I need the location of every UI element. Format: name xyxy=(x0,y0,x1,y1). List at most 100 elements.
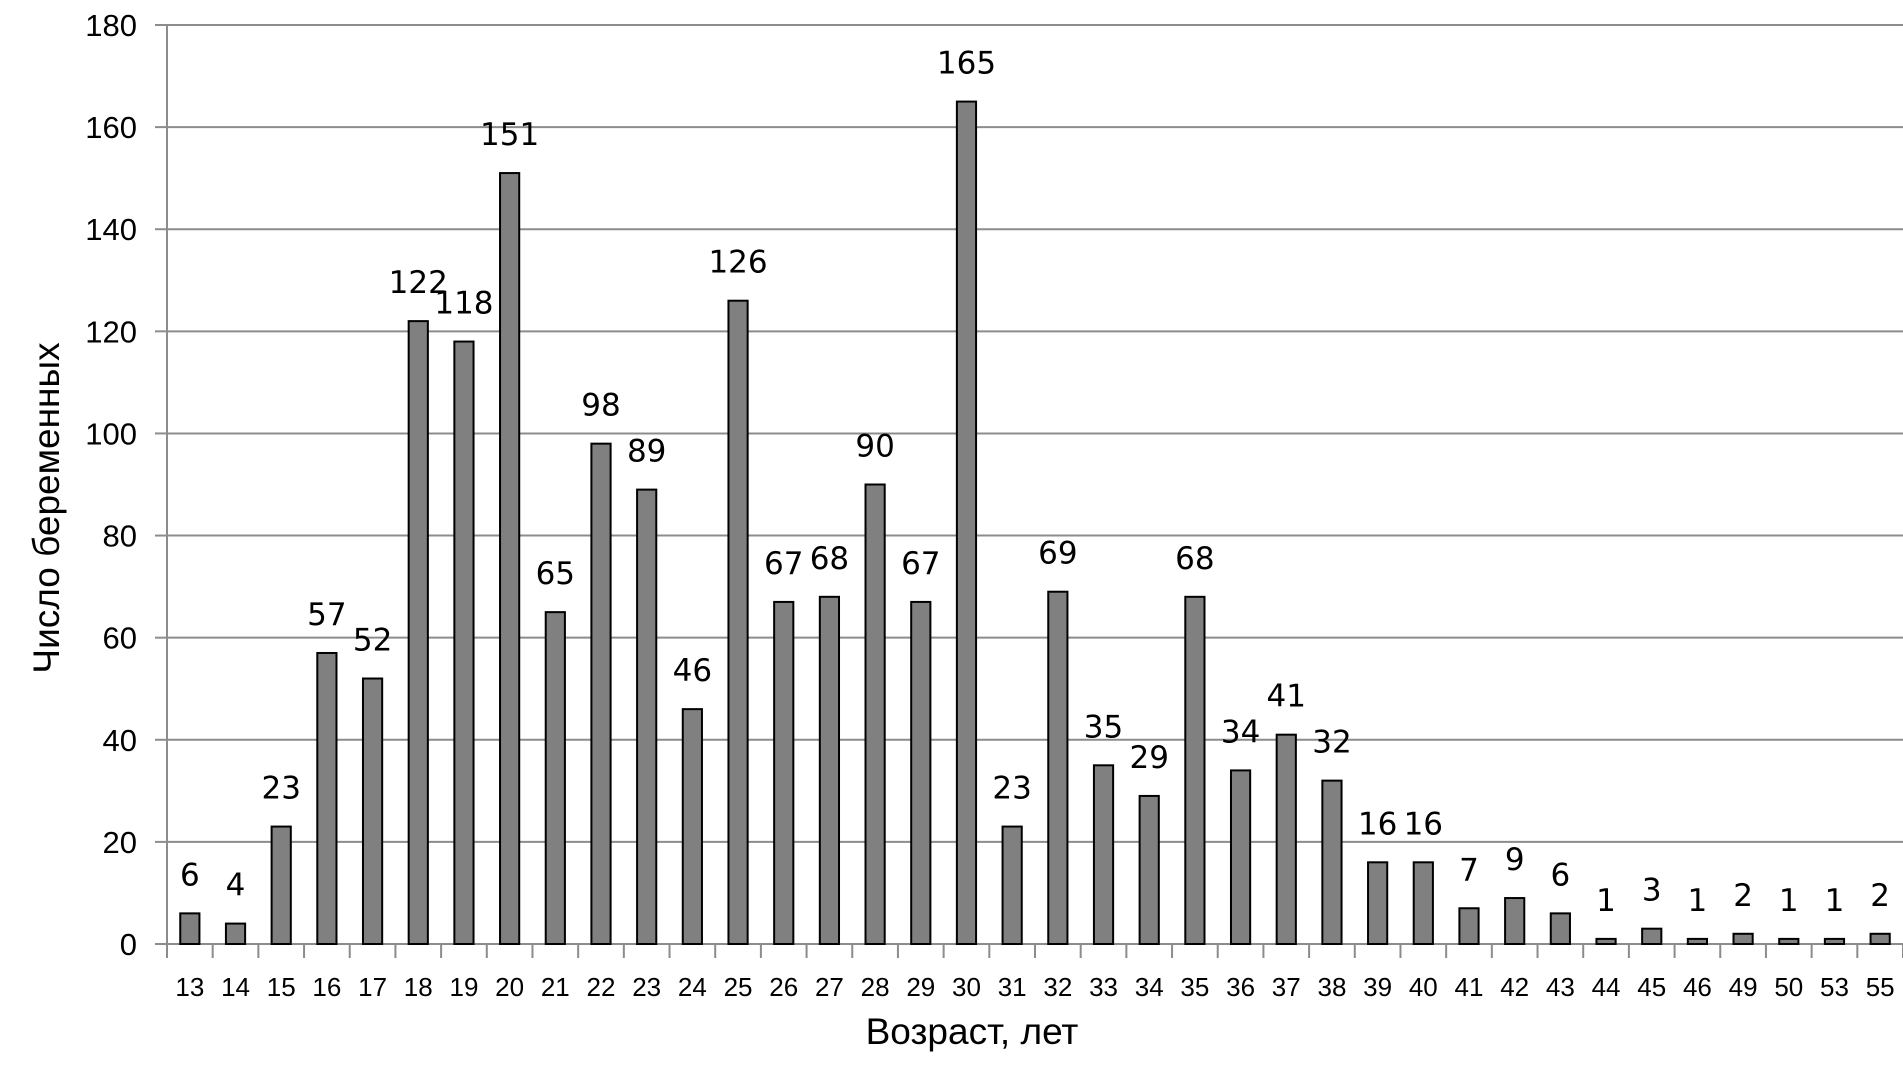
x-tick-label: 31 xyxy=(998,972,1027,1002)
x-tick-label: 37 xyxy=(1272,972,1301,1002)
bar xyxy=(1823,937,1846,946)
x-tick-label: 50 xyxy=(1774,972,1803,1002)
x-tick-label: 18 xyxy=(404,972,433,1002)
bar xyxy=(544,611,566,946)
x-tick-label: 38 xyxy=(1317,972,1346,1002)
x-tick-label: 30 xyxy=(952,972,981,1002)
data-label: 2 xyxy=(1733,878,1753,914)
data-label: 41 xyxy=(1267,679,1306,715)
x-tick-label: 15 xyxy=(267,972,296,1002)
data-label: 68 xyxy=(810,541,849,577)
data-label: 16 xyxy=(1358,806,1397,842)
x-tick-label: 16 xyxy=(312,972,341,1002)
data-label: 23 xyxy=(992,771,1031,807)
bar xyxy=(590,442,612,945)
x-tick-label: 23 xyxy=(632,972,661,1002)
bar xyxy=(179,912,201,945)
data-label: 1 xyxy=(1779,883,1799,919)
bar xyxy=(1138,794,1160,946)
data-label: 29 xyxy=(1129,740,1168,776)
y-tick-label: 60 xyxy=(103,621,137,656)
x-tick-label: 22 xyxy=(587,972,616,1002)
x-tick-label: 17 xyxy=(358,972,387,1002)
x-tick-label: 49 xyxy=(1729,972,1758,1002)
x-tick-label: 19 xyxy=(449,972,478,1002)
data-label: 52 xyxy=(353,623,392,659)
bar xyxy=(1001,825,1023,945)
bar xyxy=(1275,733,1297,946)
bar xyxy=(453,340,475,945)
data-label: 6 xyxy=(1551,857,1571,893)
data-label: 9 xyxy=(1505,842,1525,878)
data-label: 165 xyxy=(937,46,996,82)
bar xyxy=(1092,764,1115,945)
data-label: 118 xyxy=(434,286,493,322)
data-label: 67 xyxy=(764,546,803,582)
y-tick-label: 160 xyxy=(85,110,137,145)
bar xyxy=(1412,861,1434,945)
bar xyxy=(955,100,978,946)
bar xyxy=(1595,937,1617,946)
bar xyxy=(1047,590,1069,945)
y-tick-label: 140 xyxy=(85,212,137,247)
data-label: 126 xyxy=(708,245,767,281)
x-tick-label: 29 xyxy=(906,972,935,1002)
data-label: 32 xyxy=(1312,725,1351,761)
data-label: 35 xyxy=(1084,709,1123,745)
bar xyxy=(270,825,292,945)
x-tick-label: 42 xyxy=(1500,972,1529,1002)
data-label: 65 xyxy=(536,556,575,592)
bar xyxy=(636,488,658,945)
bar xyxy=(1229,769,1252,946)
y-tick-label: 100 xyxy=(85,416,137,451)
bar xyxy=(1869,932,1891,945)
data-label: 68 xyxy=(1175,541,1214,577)
x-tick-label: 24 xyxy=(678,972,707,1002)
x-tick-label: 44 xyxy=(1592,972,1621,1002)
y-axis-ticks: 0 20 40 60 80 100 120 140 160 180 xyxy=(85,8,167,962)
data-label: 46 xyxy=(673,653,712,689)
bar xyxy=(818,595,841,945)
data-label: 69 xyxy=(1038,536,1077,572)
data-label: 4 xyxy=(226,868,246,904)
x-tick-label: 20 xyxy=(495,972,524,1002)
x-tick-label: 53 xyxy=(1820,972,1849,1002)
x-tick-label: 45 xyxy=(1637,972,1666,1002)
y-tick-label: 0 xyxy=(120,927,137,962)
bar xyxy=(316,651,338,945)
x-tick-label: 14 xyxy=(221,972,250,1002)
x-tick-label: 39 xyxy=(1363,972,1392,1002)
x-tick-label: 21 xyxy=(541,972,570,1002)
bar xyxy=(361,677,384,945)
x-tick-label: 25 xyxy=(724,972,753,1002)
x-tick-label: 43 xyxy=(1546,972,1575,1002)
data-label: 57 xyxy=(307,597,346,633)
bars xyxy=(179,100,1891,946)
y-tick-label: 120 xyxy=(85,314,137,349)
bar xyxy=(864,483,886,945)
x-tick-label: 34 xyxy=(1135,972,1164,1002)
bar xyxy=(1458,907,1480,945)
data-label: 1 xyxy=(1688,883,1708,919)
bar xyxy=(910,600,932,946)
data-label: 34 xyxy=(1221,714,1260,750)
data-label: 3 xyxy=(1642,873,1662,909)
bar xyxy=(224,922,247,945)
y-tick-label: 180 xyxy=(85,8,137,43)
bar xyxy=(773,600,795,946)
y-tick-label: 80 xyxy=(103,519,137,554)
data-label: 89 xyxy=(627,434,666,470)
x-tick-label: 27 xyxy=(815,972,844,1002)
x-tick-label: 13 xyxy=(175,972,204,1002)
x-tick-label: 33 xyxy=(1089,972,1118,1002)
x-tick-label: 36 xyxy=(1226,972,1255,1002)
data-label: 1 xyxy=(1596,883,1616,919)
x-tick-label: 26 xyxy=(769,972,798,1002)
x-tick-label: 32 xyxy=(1043,972,1072,1002)
data-label: 151 xyxy=(480,117,539,153)
y-axis-title: Число беременных xyxy=(26,342,67,674)
data-label: 98 xyxy=(581,388,620,424)
x-tick-label: 35 xyxy=(1180,972,1209,1002)
